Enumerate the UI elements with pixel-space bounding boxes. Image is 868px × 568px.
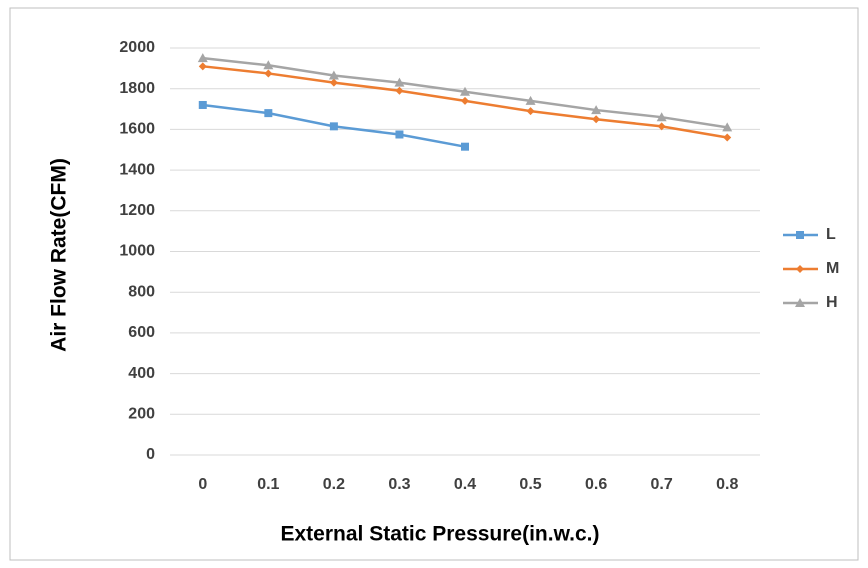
marker — [526, 107, 535, 116]
marker — [460, 86, 470, 96]
marker — [525, 95, 536, 105]
x-tick-label: 0.8 — [716, 476, 738, 493]
marker — [723, 133, 732, 142]
marker — [329, 78, 338, 87]
marker — [197, 53, 208, 63]
legend-label: M — [826, 260, 839, 277]
marker — [796, 265, 804, 273]
marker — [263, 60, 274, 70]
marker — [395, 130, 404, 139]
legend-label: L — [826, 226, 836, 243]
marker — [592, 115, 601, 124]
x-tick-label: 0.3 — [388, 476, 410, 493]
marker — [461, 96, 469, 105]
marker — [461, 142, 469, 151]
y-tick-label: 1800 — [119, 80, 155, 97]
y-axis-title: Air Flow Rate(CFM) — [48, 158, 71, 352]
y-tick-label: 1400 — [119, 161, 155, 178]
y-tick-label: 400 — [128, 365, 155, 382]
x-tick-label: 0.6 — [585, 476, 607, 493]
y-tick-label: 1000 — [119, 243, 155, 260]
marker — [264, 109, 273, 118]
y-tick-label: 0 — [146, 446, 155, 463]
chart-frame — [9, 7, 859, 561]
x-tick-label: 0 — [198, 476, 207, 493]
legend-label: H — [826, 294, 838, 311]
y-tick-label: 200 — [128, 406, 155, 423]
marker — [329, 122, 338, 131]
x-tick-label: 0.2 — [323, 476, 345, 493]
marker — [722, 122, 733, 132]
marker — [394, 77, 405, 87]
x-tick-label: 0.7 — [651, 476, 673, 493]
y-tick-label: 1600 — [119, 121, 155, 138]
x-tick-label: 0.1 — [257, 476, 279, 493]
y-tick-label: 800 — [128, 283, 155, 300]
x-axis-title: External Static Pressure(in.w.c.) — [280, 523, 599, 546]
x-tick-label: 0.4 — [454, 476, 476, 493]
marker — [795, 298, 805, 307]
marker — [796, 231, 804, 239]
marker — [264, 69, 273, 78]
marker — [198, 62, 207, 71]
x-tick-label: 0.5 — [519, 476, 541, 493]
marker — [328, 70, 339, 80]
marker — [657, 122, 666, 131]
marker — [198, 100, 207, 109]
marker — [591, 105, 602, 115]
y-tick-label: 2000 — [119, 39, 155, 56]
marker — [656, 112, 667, 122]
y-tick-label: 1200 — [119, 202, 155, 219]
marker — [395, 86, 404, 95]
y-tick-label: 600 — [128, 324, 155, 341]
